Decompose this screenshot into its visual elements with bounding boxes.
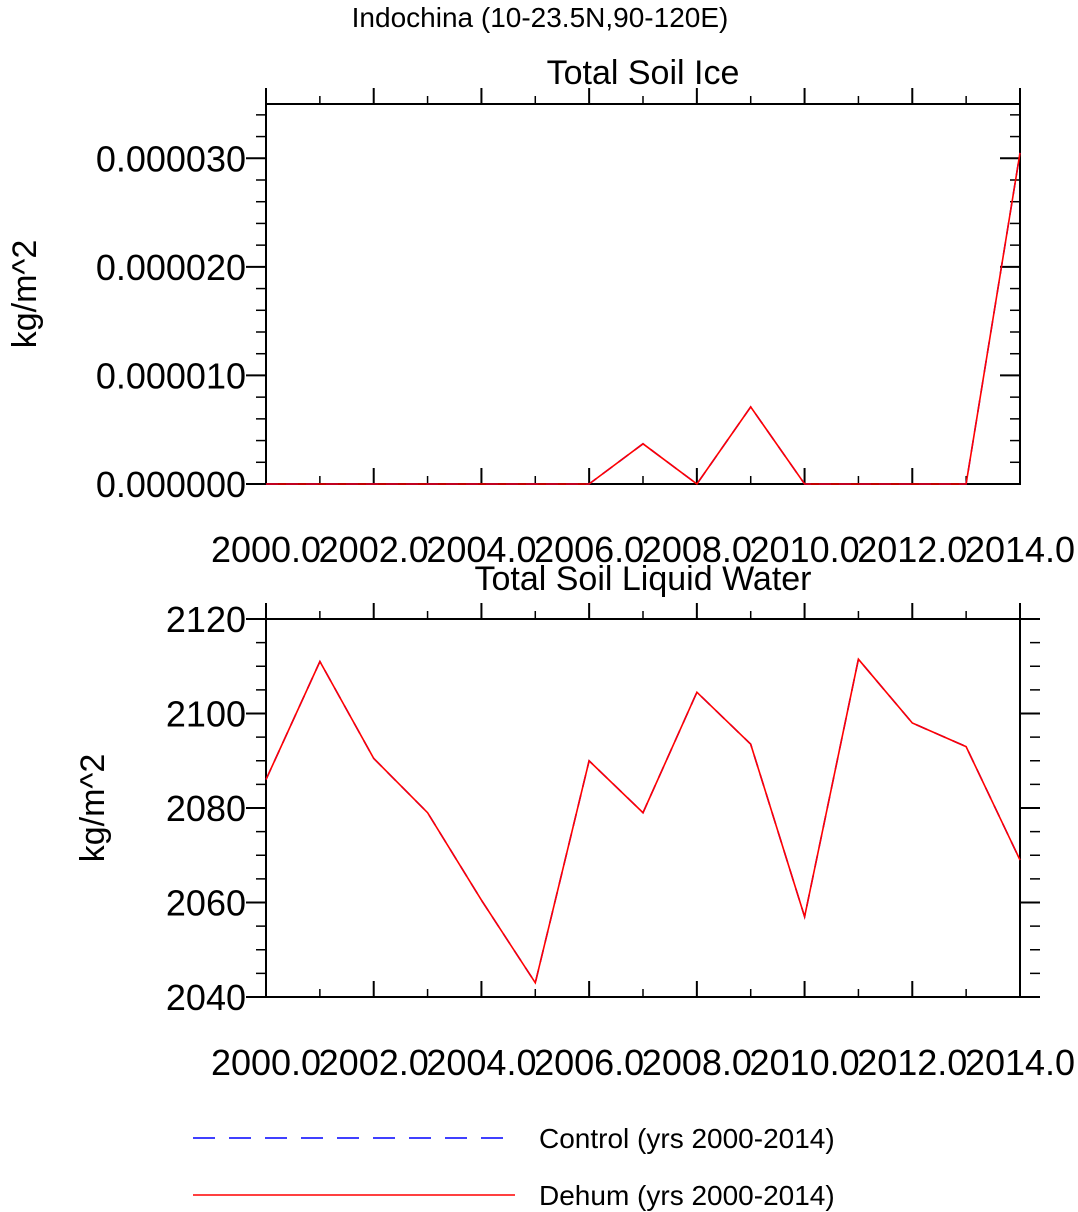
panel-soil-ice: Total Soil Ice kg/m^2 2000.02002.02004.0… xyxy=(6,54,1075,570)
x-tick-label: 2014.0 xyxy=(965,1042,1075,1083)
plot-area: 2000.02002.02004.02006.02008.02010.02012… xyxy=(96,88,1075,570)
x-tick-label: 2000.0 xyxy=(211,1042,321,1083)
plot-area: 2000.02002.02004.02006.02008.02010.02012… xyxy=(166,599,1075,1083)
plot-frame xyxy=(265,103,1021,485)
y-tick-label: 0.000020 xyxy=(96,247,246,288)
x-tick-label: 2002.0 xyxy=(319,529,429,570)
y-tick-label: 0.000000 xyxy=(96,464,246,505)
x-tick-label: 2004.0 xyxy=(426,529,536,570)
x-tick-label: 2004.0 xyxy=(426,1042,536,1083)
x-tick-label: 2014.0 xyxy=(965,529,1075,570)
x-tick-label: 2010.0 xyxy=(750,1042,860,1083)
series-line-dehum xyxy=(266,152,1021,486)
panel-title: Total Soil Ice xyxy=(547,54,740,92)
y-tick-label: 0.000010 xyxy=(96,355,246,396)
y-axis-label: kg/m^2 xyxy=(6,240,44,349)
figure-title: Indochina (10-23.5N,90-120E) xyxy=(352,2,729,33)
series-line-control xyxy=(265,657,1021,985)
y-tick-label: 0.000030 xyxy=(96,138,246,179)
x-tick-label: 2012.0 xyxy=(857,1042,967,1083)
panel-soil-liquid-water: Total Soil Liquid Water kg/m^2 2000.0200… xyxy=(74,560,1075,1083)
y-axis-label: kg/m^2 xyxy=(74,754,112,863)
x-tick-label: 2010.0 xyxy=(750,529,860,570)
y-tick-label: 2120 xyxy=(166,599,246,640)
x-tick-label: 2008.0 xyxy=(642,1042,752,1083)
x-tick-label: 2012.0 xyxy=(857,529,967,570)
x-tick-label: 2006.0 xyxy=(534,529,644,570)
y-tick-label: 2060 xyxy=(166,883,246,924)
x-tick-label: 2000.0 xyxy=(211,529,321,570)
x-tick-label: 2008.0 xyxy=(642,529,752,570)
series-line-control xyxy=(266,152,1021,486)
series-line-dehum xyxy=(265,657,1021,985)
x-tick-label: 2002.0 xyxy=(319,1042,429,1083)
legend-label-control: Control (yrs 2000-2014) xyxy=(539,1123,835,1154)
y-tick-label: 2100 xyxy=(166,694,246,735)
x-tick-label: 2006.0 xyxy=(534,1042,644,1083)
legend-label-dehum: Dehum (yrs 2000-2014) xyxy=(539,1180,835,1211)
legend: Control (yrs 2000-2014) Dehum (yrs 2000-… xyxy=(193,1123,835,1211)
panel-title: Total Soil Liquid Water xyxy=(474,560,811,598)
y-tick-label: 2080 xyxy=(166,788,246,829)
y-tick-label: 2040 xyxy=(166,977,246,1018)
